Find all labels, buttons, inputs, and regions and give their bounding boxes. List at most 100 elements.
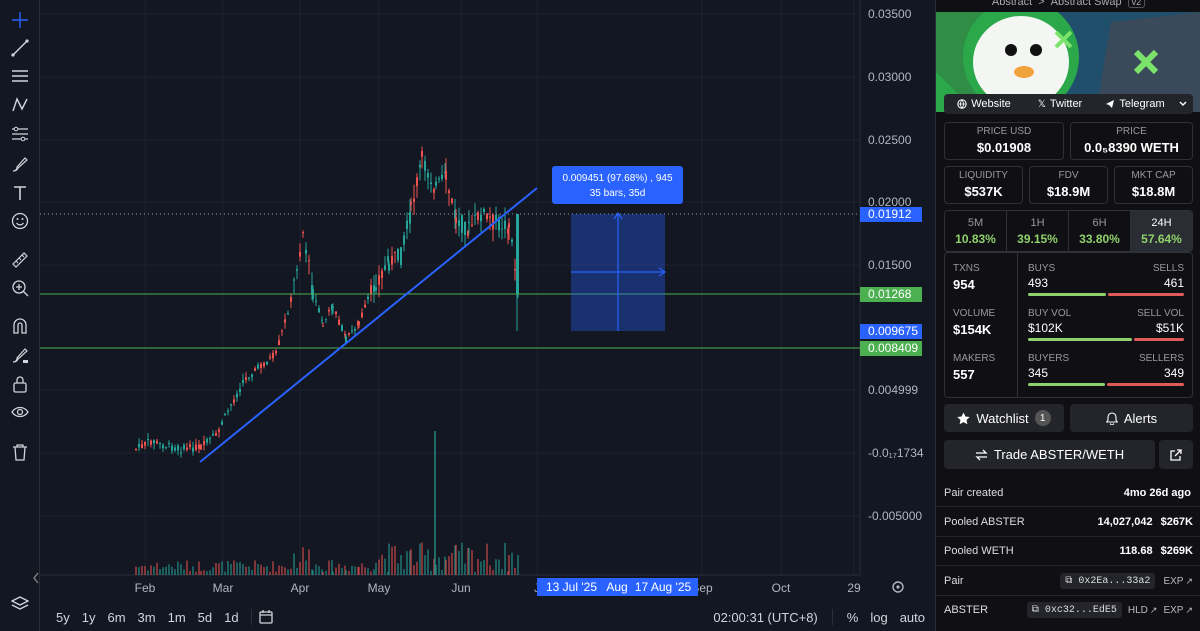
calendar-icon[interactable] [258, 609, 274, 625]
horizontal-lines-icon[interactable] [8, 64, 32, 88]
buys-label: BUYS [1028, 263, 1056, 274]
date-tag-start: 13 Jul '25 [537, 578, 606, 596]
volume-bar [358, 566, 360, 575]
breadcrumb-chain[interactable]: Abstract [991, 0, 1033, 8]
candle-body [454, 210, 456, 219]
volume-bar [165, 566, 167, 575]
volume-bar [206, 571, 208, 575]
candle-body [419, 164, 421, 168]
telegram-link[interactable]: Telegram [1096, 98, 1174, 110]
pooled-weth-row: Pooled WETH 118.68 $269K [944, 541, 1193, 561]
buyvol-bar [1028, 338, 1132, 341]
twitter-link[interactable]: 𝕏 Twitter [1024, 98, 1096, 110]
timeframe-6m[interactable]: 6m [107, 609, 126, 625]
candle-body [162, 444, 164, 449]
volume-bar [511, 552, 513, 575]
links-dropdown-icon[interactable] [1174, 99, 1192, 109]
candle-body [332, 307, 334, 309]
candle-body [471, 224, 473, 226]
log-toggle[interactable]: log [870, 609, 888, 625]
trendline-icon[interactable] [8, 36, 32, 60]
volume-bar [413, 565, 415, 575]
volume-bar [296, 568, 298, 575]
token-explorer-link[interactable]: EXP [1163, 604, 1184, 616]
tab-1h[interactable]: 1H 39.15% [1007, 211, 1069, 251]
volume-bar [464, 563, 466, 575]
volume-bar [351, 565, 353, 575]
price-tag-bg [860, 207, 922, 222]
chart-canvas[interactable]: 0.03500 0.03000 0.02500 0.02000 0.01500 0.004… [40, 0, 935, 603]
volume-bar [159, 569, 161, 575]
trade-button[interactable]: Trade ABSTER/WETH [944, 440, 1155, 469]
pair-explorer-link[interactable]: EXP [1163, 575, 1184, 587]
timeframe-1d[interactable]: 1d [224, 609, 239, 625]
watchlist-button[interactable]: Watchlist 1 [944, 404, 1064, 432]
candle-body [138, 444, 140, 448]
token-holders-link[interactable]: HLD [1127, 604, 1148, 616]
lock-drawing-icon[interactable] [8, 343, 32, 367]
eye-icon[interactable] [8, 400, 32, 424]
auto-toggle[interactable]: auto [899, 609, 925, 625]
collapse-toolbar-icon[interactable] [32, 566, 40, 590]
volume-bar [434, 431, 436, 575]
candle-body [413, 198, 415, 202]
candle-body [251, 374, 253, 378]
fib-icon[interactable] [8, 122, 32, 146]
breadcrumb-dex[interactable]: Abstract Swap [1050, 0, 1122, 8]
open-external-button[interactable] [1159, 440, 1193, 469]
volume-bar [373, 569, 375, 575]
candle-body [296, 269, 298, 271]
timeframe-5y[interactable]: 5y [56, 609, 70, 625]
candle-body [364, 304, 366, 308]
volume-bar [183, 569, 185, 575]
brush-icon[interactable] [8, 152, 32, 176]
website-link[interactable]: Website [944, 98, 1024, 110]
trash-icon[interactable] [8, 440, 32, 464]
volume-bar [150, 565, 152, 575]
lock-icon[interactable] [8, 372, 32, 396]
candle-body [410, 202, 412, 205]
candle-body [370, 285, 372, 294]
timeframe-3m[interactable]: 3m [137, 609, 156, 625]
crosshair-icon[interactable] [8, 8, 32, 32]
tab-6h[interactable]: 6H 33.80% [1069, 211, 1131, 251]
mktcap-value: $18.8M [1131, 184, 1176, 199]
timeframe-5d[interactable]: 5d [197, 609, 213, 625]
settings-icon[interactable] [891, 580, 905, 594]
timeframe-1y[interactable]: 1y [81, 609, 96, 625]
candle-body [348, 333, 350, 335]
candle-body [177, 445, 179, 451]
timeframe-1m[interactable]: 1m [167, 609, 186, 625]
layers-icon[interactable] [8, 592, 32, 616]
alerts-button[interactable]: Alerts [1070, 404, 1193, 432]
volume-bar [367, 568, 369, 575]
clock-readout[interactable]: 02:00:31 (UTC+8) [713, 609, 818, 625]
volume-bar [263, 566, 265, 575]
candle-body [516, 214, 519, 294]
token-address-copy-button[interactable]: ⧉ 0xc32...EdE5 [1026, 602, 1122, 618]
tab-24h[interactable]: 24H 57.64% [1131, 211, 1192, 251]
tab-5m[interactable]: 5M 10.83% [945, 211, 1007, 251]
candle-body [192, 447, 194, 452]
zoom-in-icon[interactable] [8, 276, 32, 300]
liquidity-value: $537K [964, 184, 1003, 199]
volume-bar [421, 542, 423, 575]
volume-bar [461, 542, 463, 575]
tab-1h-label: 1H [1030, 217, 1045, 229]
candle-body [427, 173, 429, 178]
candle-body [150, 440, 152, 445]
percent-toggle[interactable]: % [846, 609, 859, 625]
txns-value: 954 [953, 277, 975, 292]
candle-body [511, 239, 513, 243]
volume-bar [162, 567, 164, 575]
text-icon[interactable] [8, 181, 32, 205]
emoji-icon[interactable] [8, 209, 32, 233]
magnet-icon[interactable] [8, 314, 32, 338]
pattern-icon[interactable] [8, 93, 32, 117]
volume-bar [260, 564, 262, 575]
volume-bar [135, 566, 137, 575]
pair-address-copy-button[interactable]: ⧉ 0x2Ea...33a2 [1060, 573, 1156, 589]
x-axis-label: 29 [847, 581, 861, 595]
ruler-icon[interactable] [8, 248, 32, 272]
price-chart[interactable]: 0.03500 0.03000 0.02500 0.02000 0.01500 0.004… [40, 0, 935, 631]
